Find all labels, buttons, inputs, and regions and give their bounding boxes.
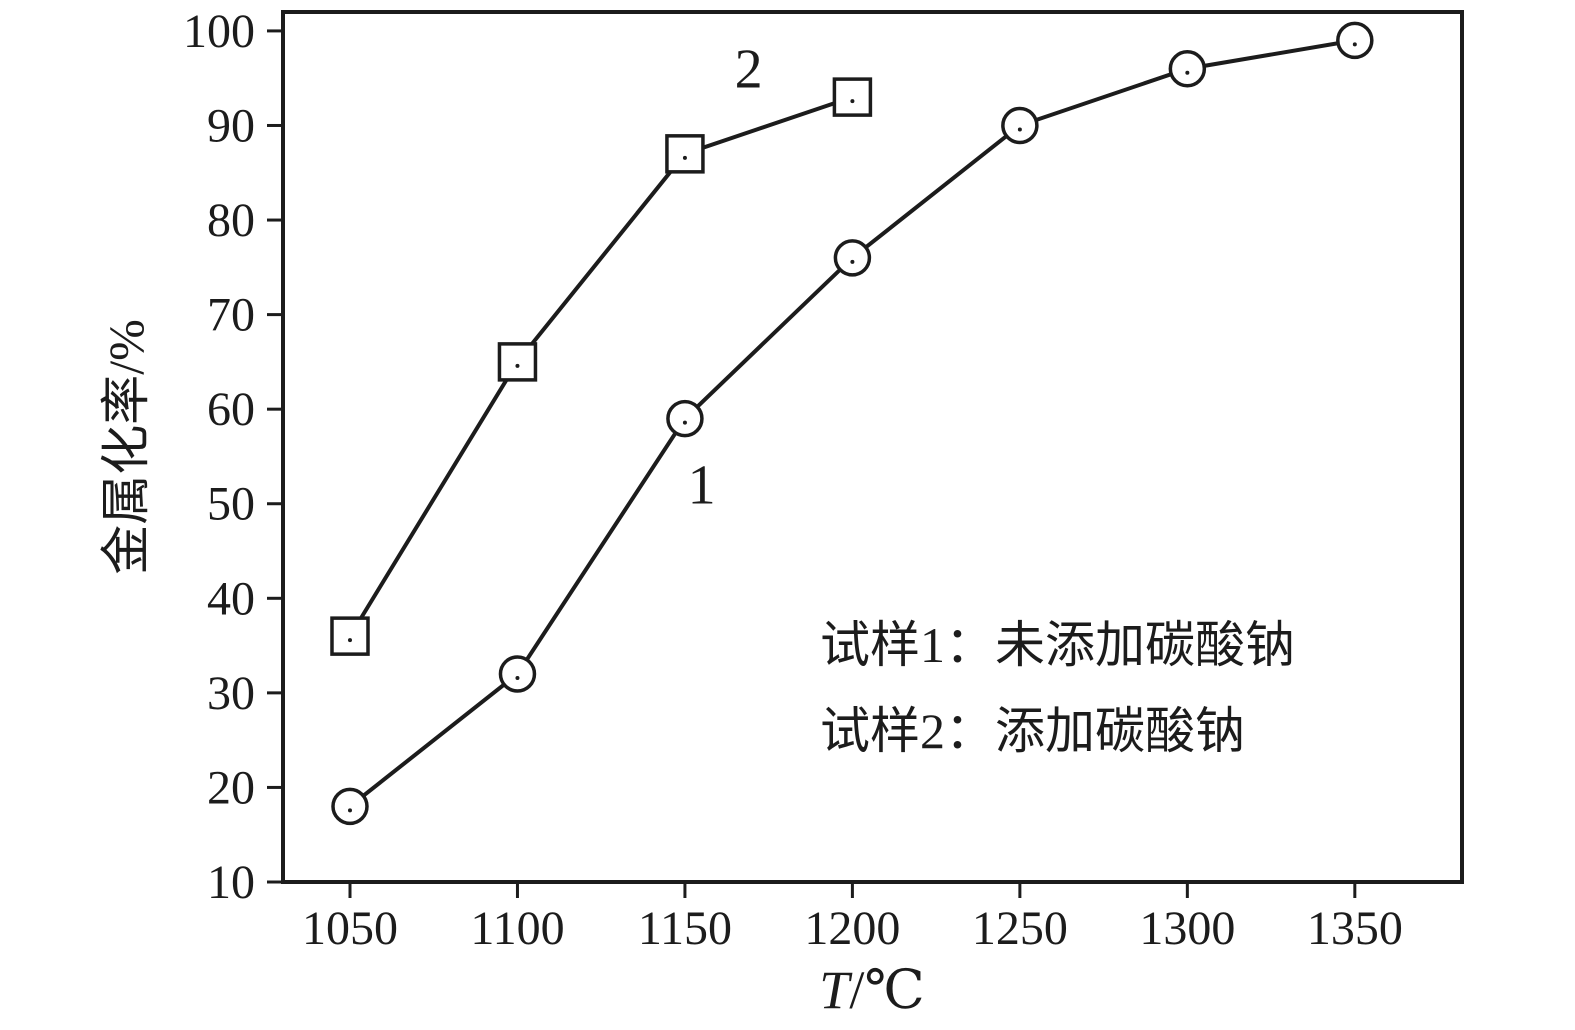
y-axis-title: 金属化率/% bbox=[98, 319, 154, 575]
y-tick-label: 20 bbox=[207, 761, 255, 814]
x-axis-title-unit: /℃ bbox=[849, 960, 924, 1020]
series-1-circle-marker bbox=[331, 787, 369, 826]
x-tick-label: 1050 bbox=[302, 902, 398, 955]
x-tick-label: 1100 bbox=[470, 902, 564, 955]
series-2-marker-center-dot bbox=[347, 638, 352, 643]
y-tick-label: 70 bbox=[207, 289, 255, 342]
series-1-circle-marker bbox=[666, 399, 704, 438]
series-1-circle-marker bbox=[1336, 21, 1374, 60]
y-tick-label: 80 bbox=[207, 194, 255, 247]
series-1-marker-center-dot bbox=[1017, 127, 1022, 132]
series-2-square-marker bbox=[330, 616, 370, 656]
x-axis-title-symbol: T bbox=[819, 960, 853, 1020]
series-1-marker-center-dot bbox=[1352, 42, 1357, 47]
legend-line-sample1: 试样1：未添加碳酸钠 bbox=[820, 617, 1295, 673]
series-1-circle-marker bbox=[1168, 49, 1207, 88]
legend-line-sample2: 试样2：添加碳酸钠 bbox=[820, 703, 1245, 759]
x-tick-label: 1200 bbox=[804, 902, 900, 955]
curve-label-2: 2 bbox=[735, 39, 763, 101]
series-1-circle-marker bbox=[1001, 106, 1039, 145]
y-tick-label: 40 bbox=[207, 572, 255, 625]
curve-label-1: 1 bbox=[688, 455, 716, 517]
series-1-marker-center-dot bbox=[515, 675, 520, 680]
annotation-layer: 12 bbox=[688, 39, 763, 517]
y-tick-label: 30 bbox=[207, 667, 255, 720]
series-2-marker-center-dot bbox=[682, 155, 687, 160]
y-tick-label: 10 bbox=[207, 856, 255, 909]
series-2-marker-center-dot bbox=[515, 363, 520, 368]
series-1-circle-marker bbox=[833, 239, 872, 277]
series-1-marker-center-dot bbox=[850, 259, 855, 264]
series-2-square-marker bbox=[497, 342, 538, 382]
series-2-marker-center-dot bbox=[850, 99, 855, 104]
x-axis-title: T/℃ bbox=[819, 960, 924, 1020]
y-tick-label: 50 bbox=[207, 478, 255, 531]
x-tick-label: 1250 bbox=[972, 902, 1068, 955]
y-tick-label: 100 bbox=[183, 5, 255, 58]
x-tick-label: 1350 bbox=[1307, 902, 1403, 955]
x-tick-label: 1300 bbox=[1139, 902, 1235, 955]
series-1-marker-center-dot bbox=[1185, 70, 1190, 75]
series-2-square-marker bbox=[832, 77, 873, 117]
series-1-marker-center-dot bbox=[347, 808, 352, 813]
series-1-circle-marker bbox=[498, 655, 537, 693]
series-1-marker-center-dot bbox=[682, 420, 687, 425]
series-1-line bbox=[348, 38, 1356, 808]
series-2-square-marker bbox=[665, 134, 705, 174]
axes-layer: 1050 1100 1150 1200 1250 1300 1350102030405060… bbox=[183, 5, 1464, 955]
plot-frame bbox=[281, 10, 1464, 884]
y-tick-label: 60 bbox=[207, 383, 255, 436]
x-tick-label: 1150 bbox=[638, 902, 732, 955]
series-2-line bbox=[348, 95, 854, 638]
y-tick-label: 90 bbox=[207, 99, 255, 152]
series-layer bbox=[330, 21, 1374, 826]
